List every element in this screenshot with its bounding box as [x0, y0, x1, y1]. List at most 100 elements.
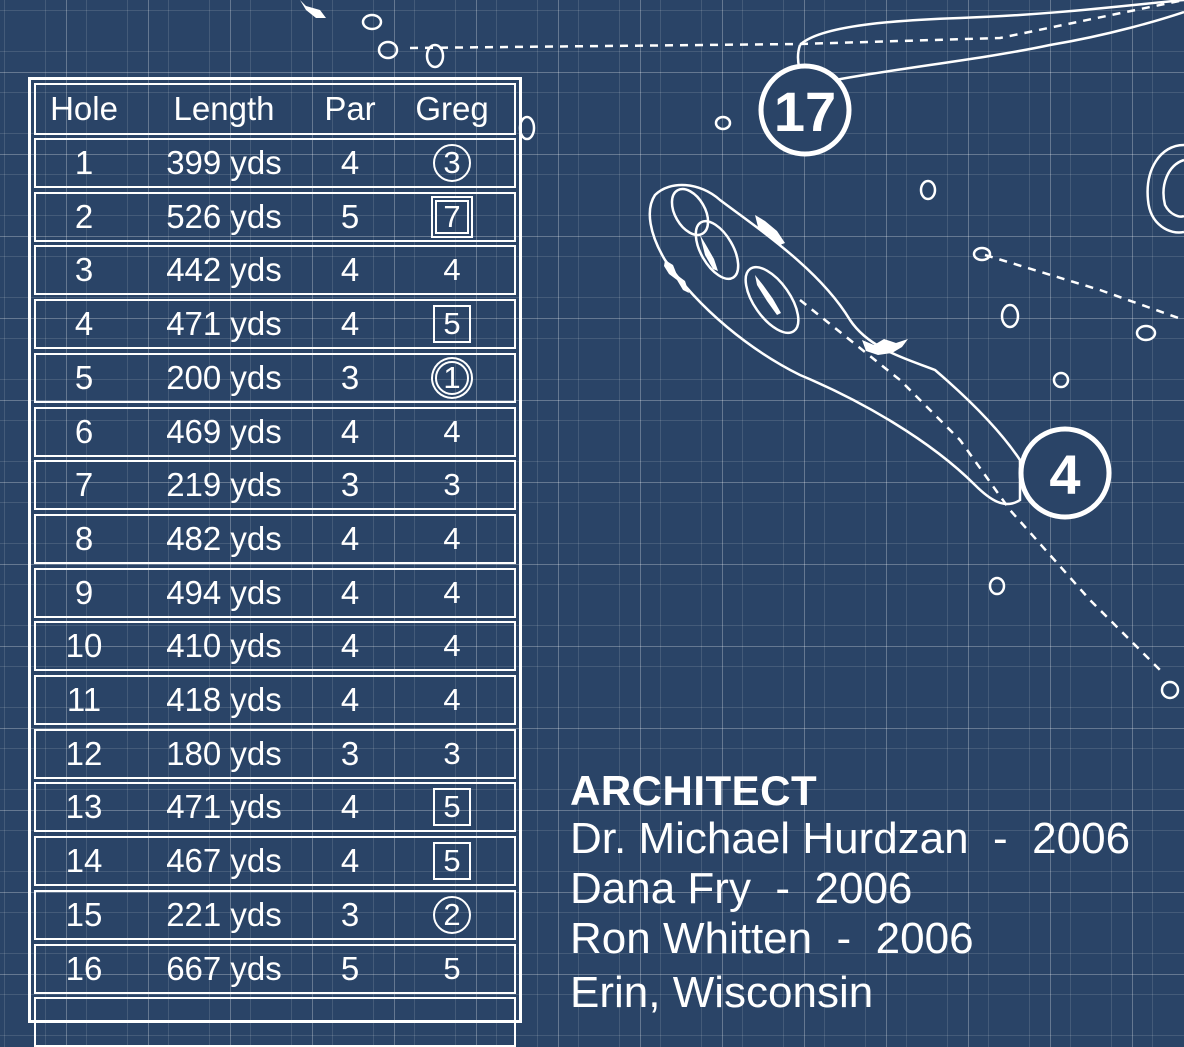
score-cell: 4: [384, 570, 520, 616]
score-cell: 5: [384, 946, 520, 992]
score-none: 4: [443, 574, 461, 610]
hole-number: 5: [74, 358, 94, 396]
hole-length: 418 yds: [166, 681, 282, 718]
score-cell: 1: [384, 355, 520, 401]
architect-line: Ron Whitten - 2006: [570, 914, 974, 963]
header-length: Length: [173, 90, 275, 127]
hole-number: 8: [74, 519, 94, 557]
hole-number: 10: [65, 627, 103, 665]
score-cell: 3: [384, 140, 520, 186]
table-row: 14 467 yds 4 5: [34, 836, 516, 887]
hole-length: 219 yds: [166, 466, 282, 504]
score-none: 5: [443, 950, 461, 986]
header-player: Greg: [415, 90, 489, 127]
table-row: 5 200 yds 3 1: [34, 352, 516, 403]
hole-number: 14: [65, 842, 103, 880]
hole-17-line: [409, 0, 1184, 50]
hole-length: 200 yds: [166, 358, 282, 396]
architect-block: ARCHITECT Dr. Michael Hurdzan - 2006 Dan…: [570, 768, 1130, 1018]
hole-number: 2: [74, 197, 94, 235]
course-location: Erin, Wisconsin: [570, 968, 874, 1017]
score-none: 4: [443, 252, 461, 288]
hole-4-label: 4: [1049, 443, 1080, 506]
hole-length: 526 yds: [166, 197, 282, 235]
hole-number: 9: [74, 573, 94, 611]
score-double-square: 7: [435, 199, 469, 234]
score-cell: 4: [384, 623, 520, 669]
hole-length: 410 yds: [166, 627, 282, 665]
hole-length: 180 yds: [166, 734, 282, 772]
hole-par: 5: [340, 197, 360, 235]
hole-number: 16: [65, 949, 103, 987]
score-cell: 3: [384, 731, 520, 777]
table-row: 16 667 yds 5 5: [34, 943, 516, 994]
score-square: 5: [433, 842, 471, 881]
table-row: 13 471 yds 4 5: [34, 782, 516, 833]
header-hole: Hole: [50, 90, 118, 127]
architect-line: Dr. Michael Hurdzan - 2006: [570, 814, 1131, 863]
hole-par: 4: [340, 842, 360, 880]
table-header: Hole Length Par Greg: [34, 83, 516, 135]
hole-number: 7: [74, 466, 94, 504]
score-circle: 2: [433, 895, 471, 934]
hole-par: 3: [340, 358, 360, 396]
table-row: 3 442 yds 4 4: [34, 245, 516, 296]
table-row: 11 418 yds 4 4: [34, 675, 516, 725]
hole-length: 482 yds: [166, 519, 282, 557]
header-par: Par: [324, 90, 376, 127]
score-none: 3: [443, 735, 461, 771]
table-row: 2 526 yds 5 7: [34, 191, 516, 242]
hole-number: 6: [74, 412, 94, 450]
table-row: 8 482 yds 4 4: [34, 513, 516, 564]
score-square: 5: [433, 788, 471, 827]
score-none: 4: [443, 628, 461, 664]
score-none: 3: [443, 467, 461, 503]
hole-17-label: 17: [774, 80, 836, 143]
score-cell: 2: [384, 892, 520, 938]
hole-par: 4: [340, 681, 360, 718]
hole-number: 15: [65, 895, 103, 933]
hole-length: 399 yds: [166, 144, 282, 181]
hole-number: 11: [66, 681, 102, 718]
hole-number: 1: [74, 144, 94, 181]
hole-par: 4: [340, 627, 360, 665]
hole-length: 667 yds: [166, 949, 282, 987]
score-cell: 3: [384, 462, 520, 508]
hole-par: 4: [340, 412, 360, 450]
score-cell: 7: [384, 194, 520, 240]
score-cell: 5: [384, 784, 520, 830]
hole-4-marker: 4: [1018, 426, 1112, 520]
score-cell: 5: [384, 838, 520, 884]
hole-par: 4: [340, 251, 360, 289]
score-circle: 3: [433, 144, 471, 182]
table-row: 1 399 yds 4 3: [34, 138, 516, 188]
score-square: 5: [433, 305, 471, 344]
score-none: 4: [443, 413, 461, 449]
score-cell: 4: [384, 409, 520, 455]
hole-par: 3: [340, 734, 360, 772]
hole-length: 471 yds: [166, 788, 282, 826]
score-none: 4: [443, 682, 461, 717]
hole-number: 13: [65, 788, 103, 826]
score-cell: 4: [384, 677, 520, 723]
hole-par: 4: [340, 144, 360, 181]
hole-17-fairway: [796, 0, 1184, 87]
table-row: 15 221 yds 3 2: [34, 889, 516, 940]
score-cell: 4: [384, 516, 520, 562]
table-row: 9 494 yds 4 4: [34, 567, 516, 618]
score-double-circle: 1: [435, 360, 469, 395]
dogleg-line: [984, 253, 1184, 322]
table-row: 12 180 yds 3 3: [34, 728, 516, 779]
architect-line: Dana Fry - 2006: [570, 864, 913, 913]
architect-title: ARCHITECT: [570, 767, 818, 814]
table-row: 7 219 yds 3 3: [34, 460, 516, 511]
hole-length: 221 yds: [166, 895, 282, 933]
hole-length: 469 yds: [166, 412, 282, 450]
hole-length: 471 yds: [166, 305, 282, 343]
scorecard-table: Hole Length Par Greg 1 399 yds 4 3 2 526 yds 5…: [28, 77, 522, 1047]
hole-par: 4: [340, 573, 360, 611]
hole-17-marker: 17: [758, 63, 852, 157]
hole-par: 3: [340, 466, 360, 504]
table-row: 10 410 yds 4 4: [34, 621, 516, 672]
table-row-partial: [34, 997, 516, 1047]
